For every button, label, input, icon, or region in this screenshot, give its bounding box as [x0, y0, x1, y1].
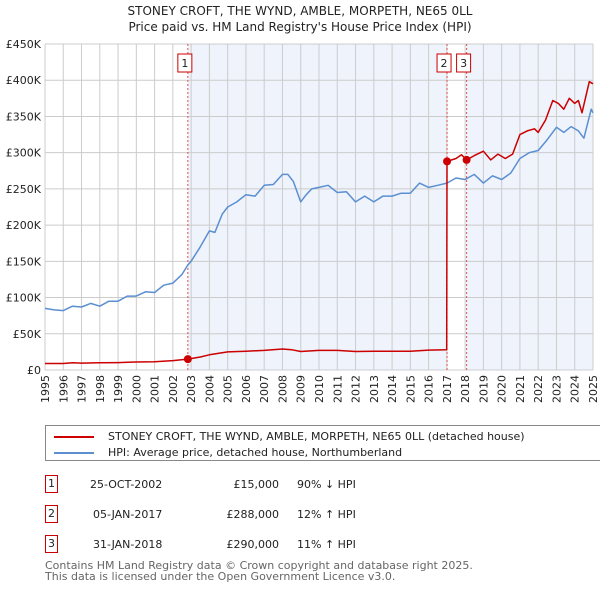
property-price-line	[45, 80, 594, 365]
y-tick-label: £150K	[6, 255, 42, 268]
x-tick-label: 2009	[295, 375, 308, 403]
y-tick-label: £200K	[6, 219, 42, 232]
x-tick-label: 2021	[514, 375, 527, 403]
sale-hpi-diff: 90% ↓ HPI	[297, 478, 356, 491]
sale-row: 2 05-JAN-2017 £288,000 12% ↑ HPI	[45, 505, 545, 525]
x-tick-label: 2016	[423, 375, 436, 403]
x-tick-label: 2006	[240, 375, 253, 403]
x-tick-label: 2010	[313, 375, 326, 403]
x-tick-label: 2008	[276, 375, 289, 403]
shaded-period	[466, 44, 593, 370]
sale-date: 05-JAN-2017	[93, 508, 163, 521]
x-tick-label: 2025	[587, 375, 600, 403]
x-tick-label: 2018	[459, 375, 472, 403]
x-tick-label: 2007	[258, 375, 271, 403]
y-tick-label: £50K	[13, 328, 42, 341]
x-tick-label: 2012	[350, 375, 363, 403]
footer: Contains HM Land Registry data © Crown c…	[45, 560, 473, 582]
x-tick-label: 2024	[569, 375, 582, 403]
legend-item-hpi: HPI: Average price, detached house, Nort…	[54, 446, 402, 459]
x-tick-label: 2013	[368, 375, 381, 403]
sale-label-text: 1	[181, 57, 188, 70]
x-tick-label: 2014	[386, 375, 399, 403]
x-tick-label: 2017	[441, 375, 454, 403]
shaded-period	[187, 44, 448, 370]
x-tick-label: 2022	[532, 375, 545, 403]
chart-subtitle: Price paid vs. HM Land Registry's House …	[128, 20, 471, 34]
x-tick-label: 2001	[149, 375, 162, 403]
x-tick-label: 2002	[167, 375, 180, 403]
sale-marker-badge: 1	[45, 475, 58, 493]
sale-date: 31-JAN-2018	[93, 538, 163, 551]
sale-label-box	[456, 53, 472, 73]
sale-price: £288,000	[226, 508, 280, 521]
x-tick-label: 2005	[222, 375, 235, 403]
sale-date: 25-OCT-2002	[90, 478, 163, 491]
sale-price: £290,000	[226, 538, 280, 551]
chart-title: STONEY CROFT, THE WYND, AMBLE, MORPETH, …	[128, 4, 473, 18]
hpi-line	[44, 108, 594, 312]
y-tick-label: £450K	[6, 38, 42, 51]
sale-point	[443, 157, 452, 166]
x-tick-label: 2000	[130, 375, 143, 403]
x-tick-label: 1999	[112, 375, 125, 403]
legend-label-property: STONEY CROFT, THE WYND, AMBLE, MORPETH, …	[108, 430, 525, 443]
y-tick-label: £0	[27, 364, 41, 377]
y-tick-label: £350K	[6, 110, 42, 123]
x-tick-label: 1997	[76, 375, 89, 403]
legend: STONEY CROFT, THE WYND, AMBLE, MORPETH, …	[45, 425, 600, 461]
y-tick-label: £400K	[6, 74, 42, 87]
x-tick-label: 1996	[57, 375, 70, 403]
sale-label-box	[177, 53, 193, 73]
x-tick-label: 2004	[203, 375, 216, 403]
sale-point	[183, 355, 192, 364]
sale-marker-badge: 3	[45, 535, 58, 553]
y-tick-label: £250K	[6, 183, 42, 196]
x-tick-label: 1998	[94, 375, 107, 403]
y-tick-label: £100K	[6, 292, 42, 305]
sale-row: 1 25-OCT-2002 £15,000 90% ↓ HPI	[45, 475, 545, 495]
x-tick-label: 2023	[550, 375, 563, 403]
sale-label-text: 3	[460, 57, 467, 70]
sale-hpi-diff: 11% ↑ HPI	[297, 538, 356, 551]
sale-price: £15,000	[233, 478, 280, 491]
legend-swatch-hpi	[54, 451, 94, 454]
x-tick-label: 2015	[404, 375, 417, 403]
sale-point	[462, 155, 471, 164]
price-chart: STONEY CROFT, THE WYND, AMBLE, MORPETH, …	[6, 4, 600, 403]
x-tick-label: 2003	[185, 375, 198, 403]
x-tick-label: 2019	[477, 375, 490, 403]
legend-item-property: STONEY CROFT, THE WYND, AMBLE, MORPETH, …	[54, 430, 525, 443]
sale-label-box	[436, 53, 452, 73]
x-tick-label: 2011	[331, 375, 344, 403]
sale-marker-badge: 2	[45, 505, 58, 523]
x-tick-label: 2020	[496, 375, 509, 403]
legend-label-hpi: HPI: Average price, detached house, Nort…	[108, 446, 403, 459]
footer-licence: This data is licensed under the Open Gov…	[45, 570, 396, 583]
sale-row: 3 31-JAN-2018 £290,000 11% ↑ HPI	[45, 535, 545, 555]
y-tick-label: £300K	[6, 147, 42, 160]
x-tick-label: 1995	[39, 375, 52, 403]
legend-swatch-property	[54, 435, 94, 438]
footer-copyright: Contains HM Land Registry data © Crown c…	[45, 559, 473, 572]
sale-label-text: 2	[441, 57, 448, 70]
sale-hpi-diff: 12% ↑ HPI	[297, 508, 356, 521]
